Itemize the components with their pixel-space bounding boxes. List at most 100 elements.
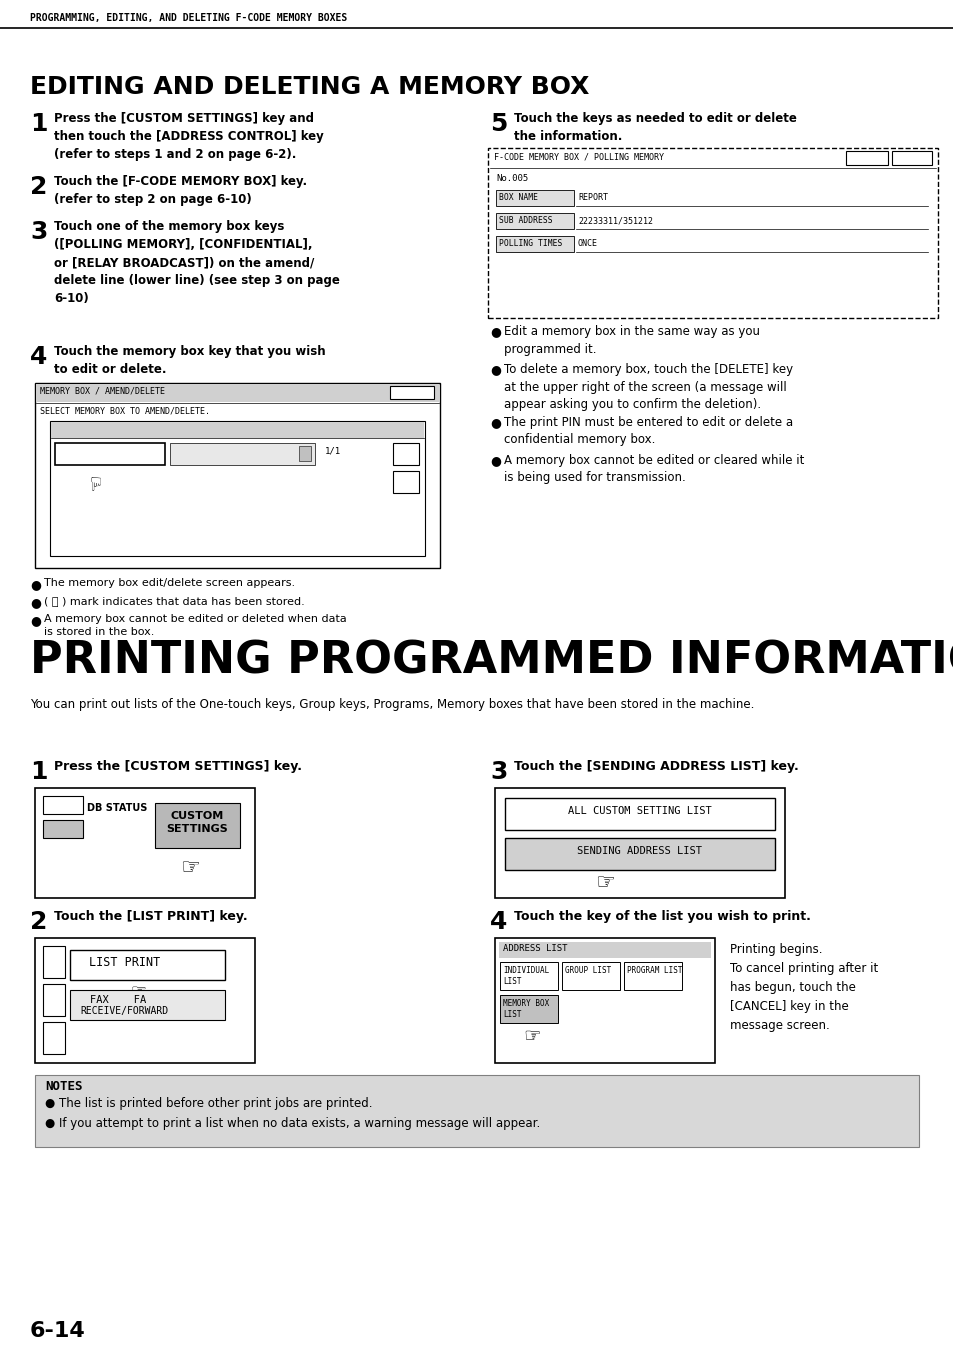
Text: F-CODE MEMORY BOX / POLLING MEMORY: F-CODE MEMORY BOX / POLLING MEMORY (494, 153, 663, 161)
Text: You can print out lists of the One-touch keys, Group keys, Programs, Memory boxe: You can print out lists of the One-touch… (30, 698, 754, 711)
Text: Touch one of the memory box keys
([POLLING MEMORY], [CONFIDENTIAL],
or [RELAY BR: Touch one of the memory box keys ([POLLI… (54, 220, 339, 305)
Text: MEMORY BOX / AMEND/DELETE: MEMORY BOX / AMEND/DELETE (40, 386, 165, 396)
Text: 1: 1 (30, 761, 48, 784)
Text: 4: 4 (30, 345, 48, 369)
Text: EXIT: EXIT (895, 153, 915, 162)
Text: ●: ● (490, 326, 500, 338)
Bar (499, 994, 558, 1023)
Text: A memory box cannot be edited or deleted when data
is stored in the box.: A memory box cannot be edited or deleted… (44, 613, 346, 638)
Text: SUB ADDRESS: SUB ADDRESS (498, 216, 552, 226)
Text: BOX NAME: BOX NAME (498, 193, 537, 203)
Text: POLLING MEMORY: POLLING MEMORY (54, 424, 124, 434)
Bar (36, 384, 438, 403)
Text: Touch the [F-CODE MEMORY BOX] key.
(refer to step 2 on page 6-10): Touch the [F-CODE MEMORY BOX] key. (refe… (54, 176, 307, 205)
Bar (393, 443, 418, 465)
Text: ☞: ☞ (130, 982, 146, 1000)
Bar (504, 838, 774, 870)
Text: Edit a memory box in the same way as you
programmed it.: Edit a memory box in the same way as you… (503, 326, 760, 355)
Bar (891, 151, 931, 165)
Text: 4: 4 (490, 911, 507, 934)
Text: MEMORY BOX
LIST: MEMORY BOX LIST (502, 998, 549, 1019)
Text: Press the [CUSTOM SETTINGS] key and
then touch the [ADDRESS CONTROL] key
(refer : Press the [CUSTOM SETTINGS] key and then… (54, 112, 323, 161)
Text: ●: ● (30, 578, 41, 590)
Text: Touch the key of the list you wish to print.: Touch the key of the list you wish to pr… (514, 911, 810, 923)
Bar (170, 443, 314, 465)
Text: ● If you attempt to print a list when no data exists, a warning message will app: ● If you attempt to print a list when no… (45, 1117, 539, 1129)
Text: GROUP LIST: GROUP LIST (564, 966, 611, 975)
Text: INDIVIDUAL
LIST: INDIVIDUAL LIST (502, 966, 549, 986)
Bar (70, 950, 225, 979)
Text: Touch the [LIST PRINT] key.: Touch the [LIST PRINT] key. (54, 911, 248, 923)
Text: REPORT: REPORT (60, 447, 92, 457)
Text: POLLING TIMES: POLLING TIMES (498, 239, 561, 249)
Bar (499, 962, 558, 990)
Text: ●: ● (30, 613, 41, 627)
Text: ( ⬜ ) mark indicates that data has been stored.: ( ⬜ ) mark indicates that data has been … (44, 596, 304, 607)
Bar (51, 422, 423, 438)
Text: REPORT: REPORT (578, 193, 607, 203)
Text: Printing begins.
To cancel printing after it
has begun, touch the
[CANCEL] key i: Printing begins. To cancel printing afte… (729, 943, 878, 1032)
Text: PROGRAMMING, EDITING, AND DELETING F-CODE MEMORY BOXES: PROGRAMMING, EDITING, AND DELETING F-COD… (30, 14, 347, 23)
Text: 5: 5 (490, 112, 507, 136)
Bar (488, 149, 937, 317)
Text: LIST PRINT: LIST PRINT (90, 957, 160, 969)
Text: ●: ● (490, 416, 500, 430)
Text: 22233311/351212: 22233311/351212 (578, 216, 652, 226)
Bar (43, 820, 83, 838)
Text: CUSTOM
SETTINGS: CUSTOM SETTINGS (166, 811, 228, 834)
Bar (623, 962, 681, 990)
Text: Press the [CUSTOM SETTINGS] key.: Press the [CUSTOM SETTINGS] key. (54, 761, 302, 773)
Bar (496, 213, 574, 230)
Text: The memory box edit/delete screen appears.: The memory box edit/delete screen appear… (44, 578, 294, 588)
Text: A memory box cannot be edited or cleared while it
is being used for transmission: A memory box cannot be edited or cleared… (503, 454, 803, 485)
Text: 2: 2 (30, 911, 48, 934)
Bar (496, 236, 574, 253)
Text: ●: ● (490, 363, 500, 376)
Text: EXIT: EXIT (396, 388, 416, 397)
Text: 6-14: 6-14 (30, 1321, 86, 1342)
Text: 1/1: 1/1 (325, 447, 341, 457)
Bar (35, 382, 439, 567)
Bar (393, 471, 418, 493)
Text: 3: 3 (490, 761, 507, 784)
Text: ALL CUSTOM SETTING LIST: ALL CUSTOM SETTING LIST (568, 807, 711, 816)
Bar (43, 984, 65, 1016)
Text: 2: 2 (30, 176, 48, 199)
Bar (495, 938, 714, 1063)
Text: To delete a memory box, touch the [DELETE] key
at the upper right of the screen : To delete a memory box, touch the [DELET… (503, 363, 792, 411)
Text: FAX    FA: FAX FA (90, 994, 146, 1005)
Bar (498, 942, 710, 958)
Bar (35, 938, 254, 1063)
Text: FAX INFORMATION: FAX INFORMATION (173, 447, 249, 457)
Bar (70, 990, 225, 1020)
Text: DELETE: DELETE (849, 153, 879, 162)
Text: NOTES: NOTES (45, 1079, 82, 1093)
Text: Touch the memory box key that you wish
to edit or delete.: Touch the memory box key that you wish t… (54, 345, 325, 376)
Text: DB STATUS: DB STATUS (87, 802, 147, 813)
Bar (43, 946, 65, 978)
Text: Touch the keys as needed to edit or delete
the information.: Touch the keys as needed to edit or dele… (514, 112, 796, 143)
Text: SENDING ADDRESS LIST: SENDING ADDRESS LIST (577, 846, 701, 857)
Text: ● The list is printed before other print jobs are printed.: ● The list is printed before other print… (45, 1097, 372, 1111)
Bar (43, 796, 83, 815)
Bar (43, 1021, 65, 1054)
Bar (154, 802, 240, 848)
Text: ONCE: ONCE (578, 239, 598, 249)
Text: ☞: ☞ (522, 1027, 540, 1046)
Bar (35, 1075, 918, 1147)
Text: ●: ● (30, 596, 41, 609)
Bar (35, 788, 254, 898)
Bar (490, 150, 935, 168)
Bar (845, 151, 887, 165)
Text: PRINTING PROGRAMMED INFORMATION: PRINTING PROGRAMMED INFORMATION (30, 640, 953, 684)
Bar (496, 190, 574, 205)
Text: EDITING AND DELETING A MEMORY BOX: EDITING AND DELETING A MEMORY BOX (30, 76, 589, 99)
Bar (495, 788, 784, 898)
Text: RECEIVE/FORWARD: RECEIVE/FORWARD (80, 1006, 168, 1016)
Text: ●: ● (490, 454, 500, 467)
Text: ▼: ▼ (401, 476, 410, 485)
Text: ☝: ☝ (88, 471, 100, 490)
Text: 3: 3 (30, 220, 48, 245)
Text: ☞: ☞ (180, 858, 200, 878)
Text: SELECT MEMORY BOX TO AMEND/DELETE.: SELECT MEMORY BOX TO AMEND/DELETE. (40, 407, 210, 416)
